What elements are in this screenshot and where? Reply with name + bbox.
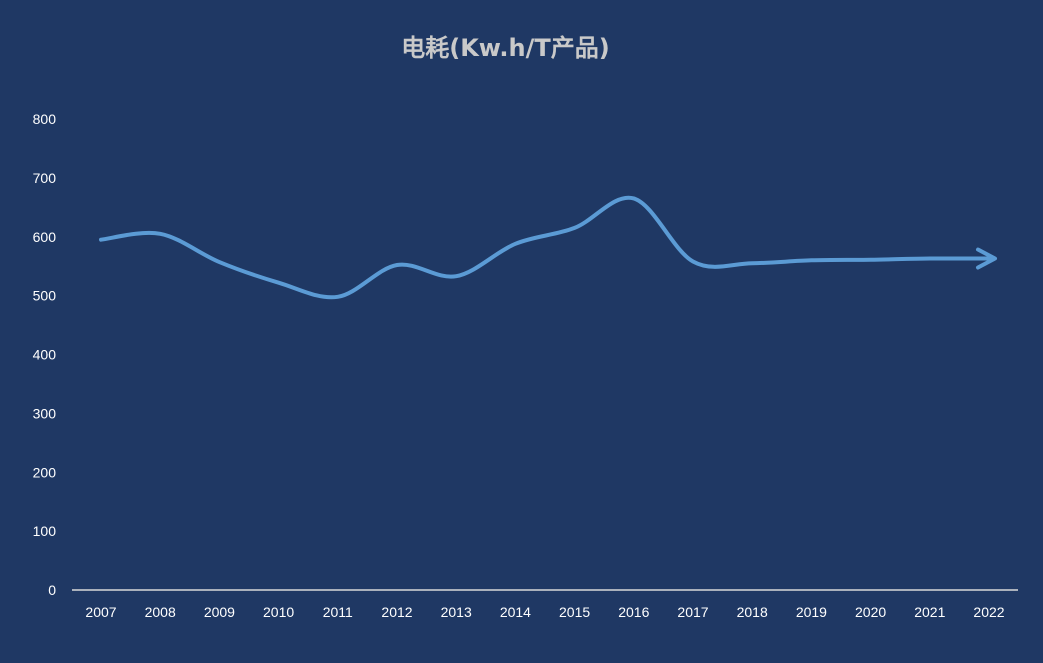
y-tick-label: 200 <box>33 464 57 480</box>
x-tick-label: 2020 <box>855 604 886 620</box>
x-tick-label: 2009 <box>204 604 235 620</box>
x-tick-label: 2013 <box>441 604 472 620</box>
y-tick-label: 100 <box>33 523 57 539</box>
x-tick-label: 2010 <box>263 604 294 620</box>
x-tick-label: 2007 <box>85 604 116 620</box>
y-tick-label: 400 <box>33 347 57 363</box>
y-tick-label: 300 <box>33 405 57 421</box>
x-axis: 2007 2008 2009 2010 2011 2012 2013 2014 2015 2016… <box>85 604 1004 620</box>
series-layer <box>99 195 997 300</box>
x-tick-label: 2018 <box>737 604 768 620</box>
x-tick-label: 2016 <box>618 604 649 620</box>
line-arrowhead <box>976 247 997 270</box>
y-tick-label: 700 <box>33 170 57 186</box>
x-tick-label: 2021 <box>914 604 945 620</box>
y-tick-label: 0 <box>48 582 56 598</box>
x-tick-label: 2022 <box>973 604 1004 620</box>
y-tick-label: 800 <box>33 111 57 127</box>
series-line <box>99 195 991 300</box>
x-tick-label: 2012 <box>381 604 412 620</box>
x-tick-label: 2008 <box>145 604 176 620</box>
x-tick-label: 2015 <box>559 604 590 620</box>
y-tick-label: 600 <box>33 229 57 245</box>
x-tick-label: 2011 <box>323 604 353 620</box>
y-axis: 0 100 200 300 400 500 600 700 800 <box>33 111 57 598</box>
chart-title: 电耗(Kw.h/T产品) <box>401 34 610 62</box>
x-tick-label: 2019 <box>796 604 827 620</box>
x-tick-label: 2014 <box>500 604 531 620</box>
y-tick-label: 500 <box>33 288 57 304</box>
x-tick-label: 2017 <box>677 604 708 620</box>
